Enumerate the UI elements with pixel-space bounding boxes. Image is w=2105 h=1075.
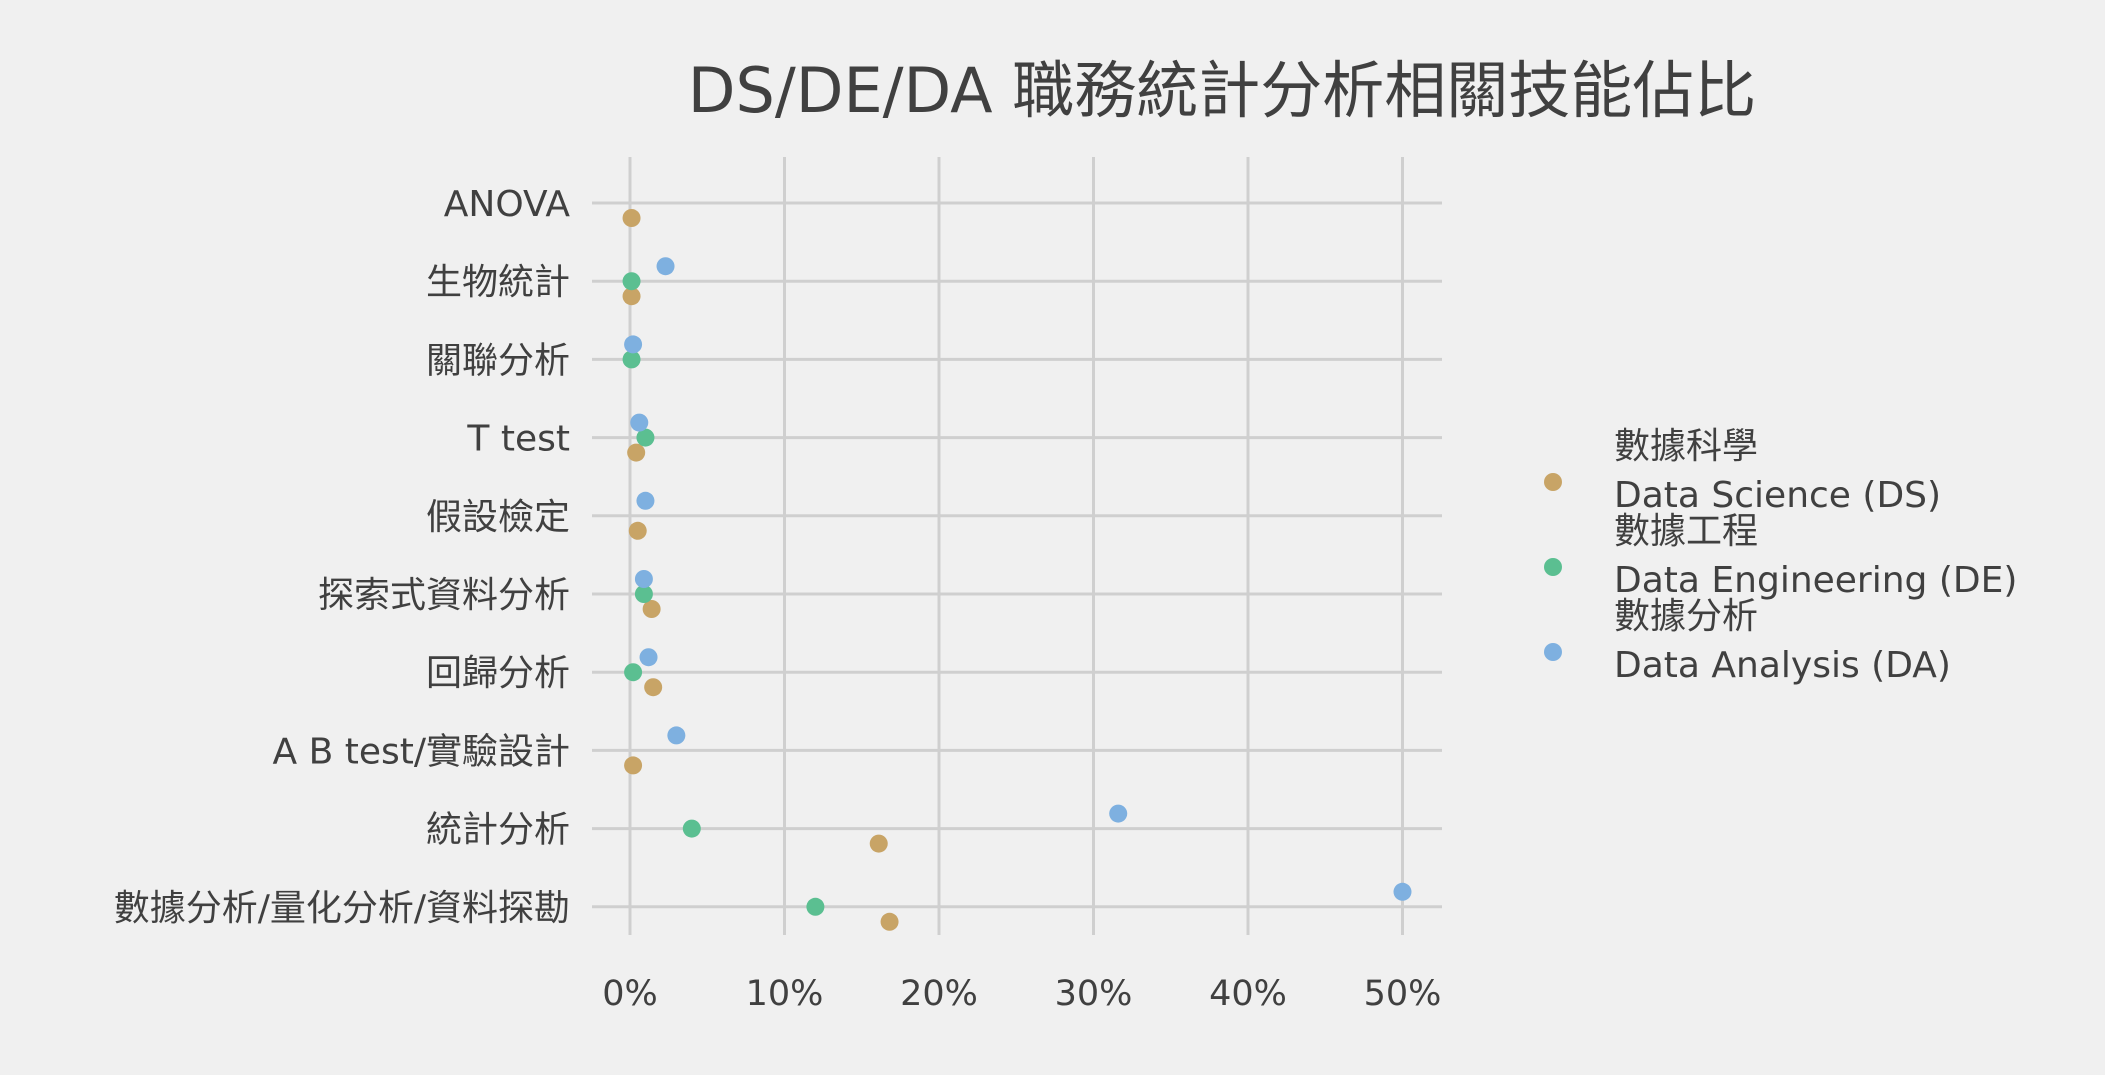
x-tick-label: 40% <box>1209 974 1287 1014</box>
data-point <box>644 678 663 697</box>
data-point <box>622 209 641 227</box>
legend-marker <box>1544 473 1562 491</box>
legend-label: 數據分析 <box>1614 596 1758 637</box>
data-point <box>622 350 641 369</box>
data-point <box>806 897 825 916</box>
data-point <box>667 726 686 745</box>
data-point <box>642 600 661 618</box>
x-tick-labels: 0% 10% 20% 30% 40% 50% <box>602 974 1441 1014</box>
data-point <box>1393 882 1412 901</box>
legend-label: Data Engineering (DE) <box>1614 560 2017 601</box>
data-point <box>682 819 701 838</box>
data-point <box>627 443 646 462</box>
data-point <box>622 287 641 306</box>
data-point <box>624 663 643 682</box>
legend-label: 數據科學 <box>1614 426 1758 467</box>
x-tick-label: 30% <box>1055 974 1133 1014</box>
data-points <box>622 209 1412 931</box>
data-point <box>636 491 655 510</box>
y-tick-label: 關聯分析 <box>426 340 570 381</box>
y-tick-label: 生物統計 <box>426 262 570 303</box>
y-tick-label: 統計分析 <box>426 810 570 851</box>
data-point <box>1109 804 1128 823</box>
x-tick-label: 50% <box>1364 974 1442 1014</box>
y-tick-label: 數據分析/量化分析/資料探勘 <box>114 888 570 929</box>
y-tick-label: T test <box>466 419 570 460</box>
y-tick-label: A B test/實驗設計 <box>273 731 570 772</box>
data-point <box>622 272 641 291</box>
data-point <box>634 585 653 603</box>
data-point <box>656 257 675 276</box>
legend-label: Data Analysis (DA) <box>1614 645 1951 686</box>
data-point <box>630 413 649 432</box>
data-point <box>628 521 647 540</box>
x-tick-label: 20% <box>900 974 978 1014</box>
legend: 數據科學 Data Science (DS)數據工程 Data Engineerin… <box>1544 426 2017 686</box>
data-point <box>639 648 658 667</box>
data-point <box>634 570 653 588</box>
legend-label: 數據工程 <box>1614 511 1758 552</box>
y-tick-label: 探索式資料分析 <box>318 575 570 616</box>
legend-label: Data Science (DS) <box>1614 475 1941 516</box>
y-tick-label: 假設檢定 <box>426 497 570 538</box>
chart-title: DS/DE/DA 職務統計分析相關技能佔比 <box>688 54 1757 127</box>
data-point <box>624 335 643 354</box>
legend-marker <box>1544 643 1562 661</box>
y-tick-label: 回歸分析 <box>426 653 570 694</box>
y-tick-label: ANOVA <box>444 184 571 225</box>
x-tick-label: 0% <box>602 974 658 1014</box>
x-tick-label: 10% <box>746 974 824 1014</box>
legend-marker <box>1544 558 1562 576</box>
data-point <box>636 428 655 447</box>
grid <box>592 157 1442 935</box>
data-point <box>624 756 643 775</box>
data-point <box>869 834 888 853</box>
data-point <box>880 912 899 931</box>
